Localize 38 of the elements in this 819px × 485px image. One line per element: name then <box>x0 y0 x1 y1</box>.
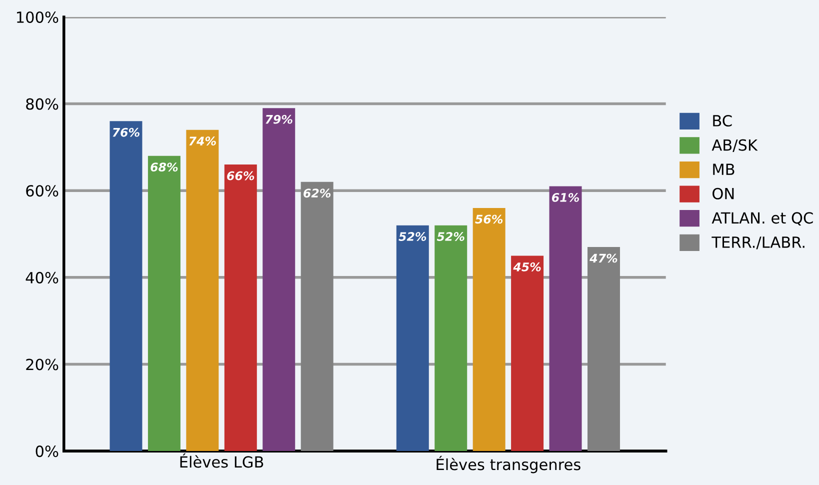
data-label: 68% <box>150 162 178 172</box>
y-tick-label: 60% <box>26 185 58 197</box>
legend-label: AB/SK <box>712 139 758 152</box>
bar <box>300 182 334 452</box>
y-tick-label: 0% <box>36 446 58 458</box>
y-tick-label: 20% <box>26 358 58 370</box>
bar <box>511 256 544 452</box>
bar <box>472 208 506 452</box>
y-tick-label: 100% <box>17 11 58 23</box>
data-label: 52% <box>398 232 426 241</box>
legend-label: TERR./LABR. <box>712 236 804 250</box>
legend-label: BC <box>713 114 732 127</box>
x-tick-label: Élèves transgenres <box>436 456 580 474</box>
bar <box>186 130 219 452</box>
data-label: 62% <box>304 188 331 198</box>
data-label: 76% <box>112 128 140 137</box>
data-label: 56% <box>475 214 503 224</box>
bar <box>549 186 582 452</box>
data-label: 74% <box>189 136 216 146</box>
data-label: 66% <box>227 171 254 180</box>
data-label: 61% <box>552 192 579 202</box>
data-label: 47% <box>590 254 618 263</box>
legend-label: ON <box>712 188 734 200</box>
y-tick-label: 80% <box>26 98 58 110</box>
bar <box>262 108 296 452</box>
y-tick-label: 40% <box>26 272 58 284</box>
data-label: 52% <box>436 232 464 241</box>
bar <box>396 225 429 452</box>
bar <box>587 247 620 452</box>
legend-label: MB <box>713 164 734 175</box>
data-label: 45% <box>513 262 541 272</box>
legend-label: ATLAN. et QC <box>712 212 813 226</box>
bar <box>148 156 180 452</box>
bar <box>224 164 257 452</box>
data-label: 79% <box>266 114 292 124</box>
bar <box>110 121 142 452</box>
x-tick-label: Élèves LGB <box>180 453 264 468</box>
bar <box>434 225 468 452</box>
